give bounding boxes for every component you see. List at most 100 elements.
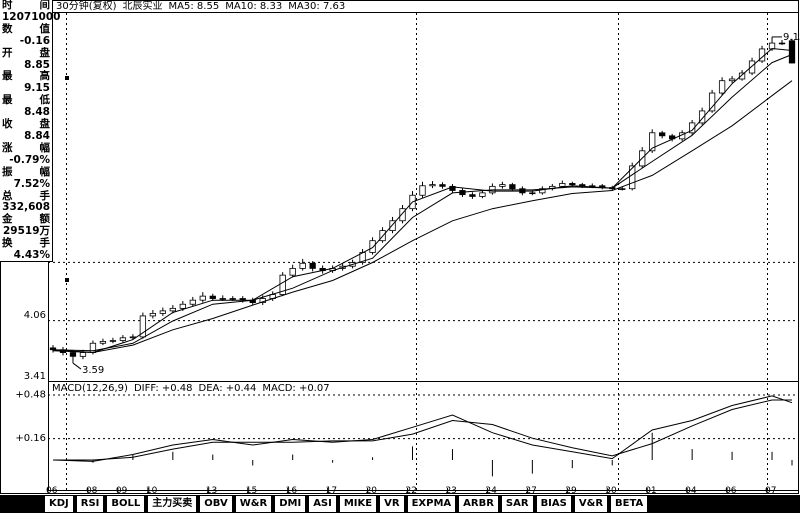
marker <box>65 76 69 80</box>
info-label: 振 幅 <box>2 165 50 178</box>
indicator-tab[interactable]: OBV <box>199 495 233 513</box>
candle-body <box>209 295 216 299</box>
candle-body <box>698 110 706 124</box>
macd-legend: MACD: +0.07 <box>262 383 329 394</box>
info-label: 最 高 <box>2 70 50 83</box>
indicator-tab[interactable]: V&R <box>573 495 609 513</box>
indicator-tab[interactable]: ASI <box>308 495 337 513</box>
indicator-tabs: KDJ RSI BOLL 主力买卖 OBV W&R DMI ASI MIKE VR EXPMA ARB… <box>0 495 800 513</box>
info-label: 涨 幅 <box>2 141 50 154</box>
candle-body <box>649 132 656 152</box>
annotation: 3.59 <box>82 365 104 376</box>
ma-legend: MA10: 8.33 <box>225 1 282 12</box>
indicator-tab[interactable]: DMI <box>274 495 307 513</box>
candle-body <box>399 208 406 222</box>
candle-body <box>688 122 696 134</box>
candle-body <box>179 303 186 309</box>
candle-body <box>149 312 157 317</box>
candle-body <box>389 220 396 231</box>
candle-body <box>728 78 736 82</box>
chart-title: 30分钟(复权) <box>56 0 117 12</box>
annotation-arrow <box>72 362 82 370</box>
indicator-tab[interactable]: W&R <box>234 495 273 513</box>
candle-body <box>619 188 626 190</box>
x-tick-label: 06 <box>46 486 58 495</box>
info-value: 8.85 <box>24 58 50 71</box>
indicator-tab[interactable]: 主力买卖 <box>147 495 198 513</box>
x-tick-label: 08 <box>86 486 98 495</box>
indicator-tab[interactable]: BETA <box>610 495 649 513</box>
indicator-tab[interactable]: VR <box>379 495 405 513</box>
info-label: 收 盘 <box>2 118 50 131</box>
x-tick-label: 07 <box>765 486 776 495</box>
candle-body <box>279 274 286 295</box>
ma-legend: MA5: 8.55 <box>169 1 220 12</box>
candle-body <box>139 315 147 338</box>
candle-body <box>788 40 796 64</box>
info-label: 时 间 <box>2 0 50 11</box>
info-value: 4.43% <box>13 249 50 262</box>
x-tick-label: 01 <box>645 486 656 495</box>
y-tick-label: 4.06 <box>24 310 46 321</box>
indicator-tab[interactable]: EXPMA <box>406 495 457 513</box>
info-value: 29519万 <box>2 225 50 238</box>
y-tick-label: 3.41 <box>24 371 46 382</box>
annotation: 9.15 <box>783 32 800 43</box>
candle-body <box>708 92 716 112</box>
candle-body <box>189 299 196 305</box>
candle-body <box>119 337 127 341</box>
x-tick-label: 22 <box>406 486 417 495</box>
x-tick-label: 15 <box>246 486 257 495</box>
chart-subtitle: 北辰实业 <box>123 0 163 12</box>
info-value: 8.48 <box>24 106 50 119</box>
candle-body <box>629 165 636 190</box>
info-value: -0.79% <box>9 153 50 166</box>
ma-line <box>52 80 793 354</box>
x-tick-label: 13 <box>206 486 217 495</box>
ma-legend: MA30: 7.63 <box>288 1 345 12</box>
candle-body <box>429 184 436 187</box>
candle-body <box>748 60 756 74</box>
info-label: 换 手 <box>2 237 50 250</box>
candle-body <box>738 72 746 80</box>
x-tick-label: 09 <box>116 486 128 495</box>
info-label: 最 低 <box>2 94 50 107</box>
candle-body <box>229 298 236 300</box>
indicator-tab[interactable]: MIKE <box>338 495 378 513</box>
candle-body <box>659 132 666 137</box>
x-tick-label: 29 <box>565 486 577 495</box>
candle-body <box>49 347 57 351</box>
info-value: 9.15 <box>24 82 50 95</box>
indicator-tab[interactable]: BIAS <box>535 495 572 513</box>
indicator-tab[interactable]: BOLL <box>106 495 146 513</box>
macd-title: MACD(12,26,9) <box>52 383 128 394</box>
candle-body <box>289 268 296 276</box>
indicator-tab[interactable]: SAR <box>500 495 534 513</box>
candle-body <box>199 295 206 301</box>
x-tick-label: 27 <box>525 486 536 495</box>
candle-body <box>509 184 516 190</box>
info-label: 总 手 <box>2 189 50 202</box>
info-label: 数 值 <box>2 22 50 35</box>
candle-body <box>299 262 306 269</box>
candle-body <box>778 42 786 45</box>
x-tick-label: 24 <box>485 486 497 495</box>
x-tick-label: 04 <box>685 486 697 495</box>
info-panel: 时 间 12071000 数 值 -0.16 开 盘 8.85 最 高 9.15 最 低 8.48… <box>0 0 60 262</box>
ma-line <box>52 54 793 352</box>
macd-line <box>53 399 792 461</box>
candle-body <box>529 192 536 195</box>
y-tick-label: +0.48 <box>15 390 46 401</box>
candle-body <box>569 183 576 186</box>
x-tick-label: 10 <box>146 486 158 495</box>
candle-body <box>559 183 566 187</box>
ma-line <box>52 47 793 354</box>
indicator-tab[interactable]: KDJ <box>44 495 74 513</box>
indicator-tab[interactable]: ARBR <box>458 495 499 513</box>
x-tick-label: 17 <box>326 486 337 495</box>
info-value: 332,608 <box>2 201 50 214</box>
indicator-tab[interactable]: RSI <box>75 495 105 513</box>
candle-body <box>129 336 137 339</box>
x-tick-label: 06 <box>725 486 737 495</box>
